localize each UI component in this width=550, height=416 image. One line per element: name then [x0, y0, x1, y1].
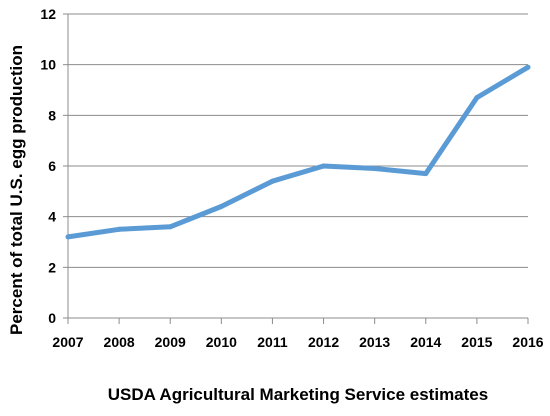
data-point-2011 — [269, 178, 275, 184]
y-tick-label: 2 — [48, 259, 56, 275]
x-axis-title: USDA Agricultural Marketing Service esti… — [108, 385, 488, 404]
x-tick-label: 2012 — [308, 334, 339, 350]
x-tick-label: 2009 — [155, 334, 186, 350]
y-tick-label: 12 — [40, 6, 56, 22]
data-point-2012 — [321, 163, 327, 169]
axes — [63, 13, 529, 324]
y-tick-label: 4 — [48, 209, 56, 225]
series-line — [67, 65, 530, 240]
x-tick-label: 2016 — [512, 334, 543, 350]
y-tick-label: 10 — [40, 57, 56, 73]
x-tick-label: 2015 — [461, 334, 492, 350]
y-axis-title: Percent of total U.S. egg production — [7, 45, 26, 335]
x-tick-label: 2010 — [206, 334, 237, 350]
data-point-2013 — [372, 166, 378, 172]
tick-labels: 0 2 4 6 8 10 12 2007 2008 2009 2010 2011 2012 2013 201… — [40, 6, 543, 350]
gridlines — [68, 13, 528, 268]
data-point-2014 — [423, 171, 429, 177]
data-point-2010 — [218, 204, 224, 210]
data-point-2009 — [167, 224, 173, 230]
x-tick-label: 2008 — [104, 334, 135, 350]
y-tick-label: 0 — [48, 310, 56, 326]
data-point-2015 — [474, 95, 480, 101]
y-tick-label: 6 — [48, 158, 56, 174]
x-tick-label: 2007 — [52, 334, 83, 350]
data-point-2007 — [65, 234, 71, 240]
x-tick-label: 2011 — [257, 334, 288, 350]
x-tick-label: 2014 — [410, 334, 441, 350]
data-point-2016 — [525, 64, 531, 70]
y-tick-label: 8 — [48, 107, 56, 123]
x-tick-label: 2013 — [359, 334, 390, 350]
series-layer — [65, 64, 531, 240]
data-point-2008 — [116, 226, 122, 232]
